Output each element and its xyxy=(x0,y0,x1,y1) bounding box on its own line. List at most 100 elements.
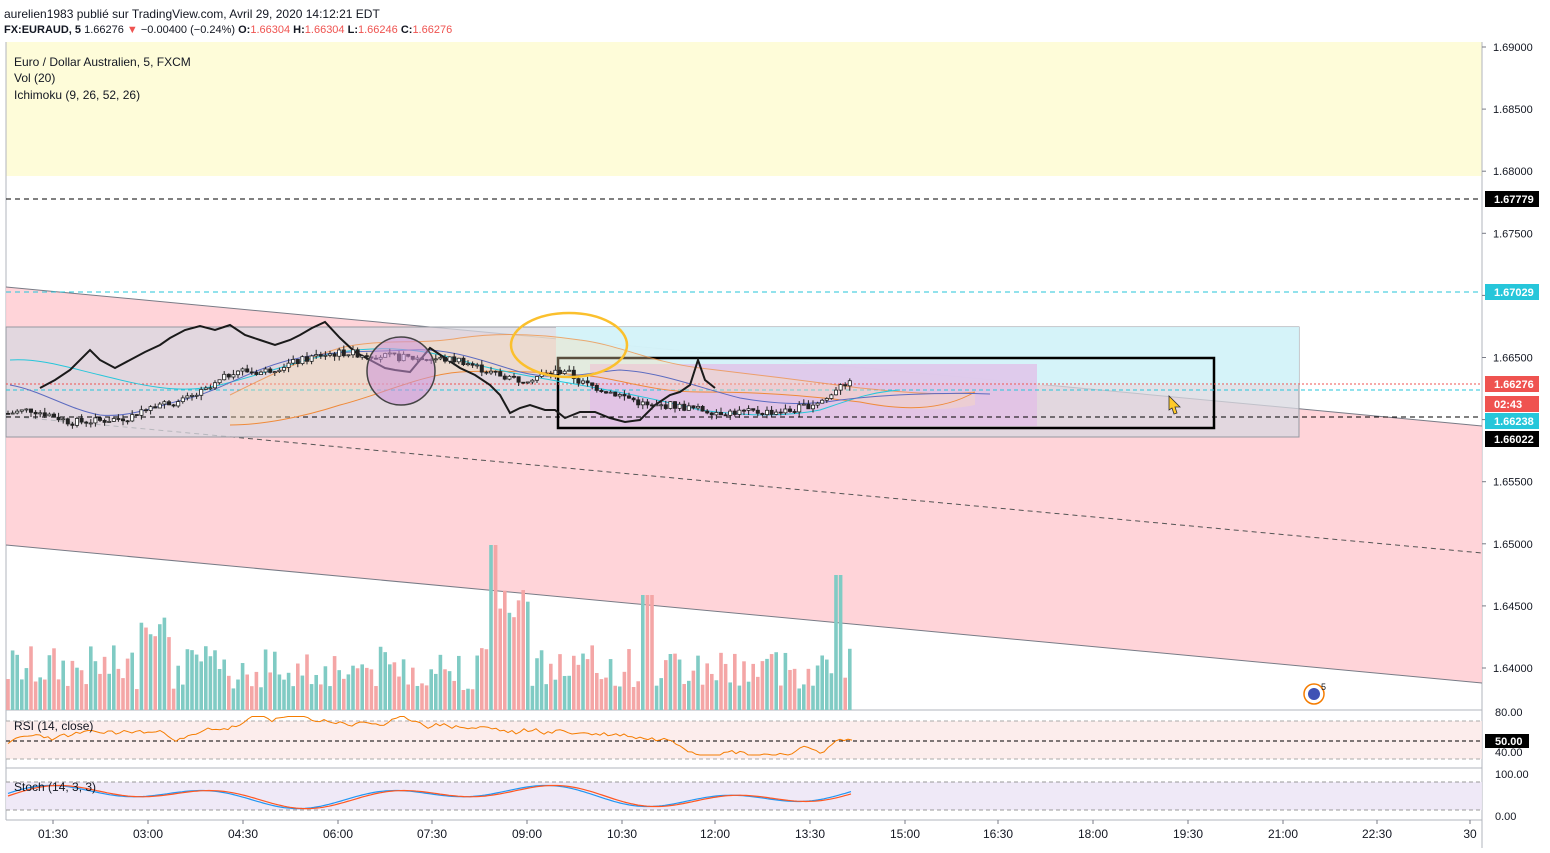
volume-bar xyxy=(705,663,709,710)
price-axis[interactable]: 1.690001.685001.680001.675001.670001.665… xyxy=(1482,42,1533,675)
price-tag: 1.67029 xyxy=(1494,287,1534,299)
time-tick: 10:30 xyxy=(607,827,637,841)
volume-bar xyxy=(102,656,107,710)
volume-bar xyxy=(438,654,443,710)
volume-bar xyxy=(121,678,125,710)
volume-bar xyxy=(171,688,176,710)
candle-body xyxy=(465,363,470,366)
candle-body xyxy=(176,401,181,407)
candle-body xyxy=(203,387,208,390)
time-axis[interactable]: 01:30 03:00 04:30 06:00 07:30 09:00 10:30 12:00… xyxy=(38,820,1477,841)
volume-bar xyxy=(613,685,617,710)
candle-body xyxy=(70,423,75,426)
volume-bar xyxy=(475,655,479,710)
candle-body xyxy=(617,394,622,397)
candle-body xyxy=(185,395,190,399)
candle-body xyxy=(659,404,664,407)
volume-bar xyxy=(797,688,801,710)
event-marker[interactable]: 5 xyxy=(1303,682,1326,705)
volume-bar xyxy=(677,659,682,710)
volume-bar xyxy=(79,670,84,710)
candle-body xyxy=(189,395,194,397)
volume-bar xyxy=(15,654,19,710)
candle-body xyxy=(341,349,346,357)
down-arrow-icon: ▼ xyxy=(126,24,138,36)
volume-bar xyxy=(38,677,42,710)
volume-bar xyxy=(792,668,797,710)
highlight-ellipse[interactable] xyxy=(509,311,629,379)
price-tick: 1.66500 xyxy=(1493,353,1533,365)
candle-body xyxy=(475,364,480,367)
candle-body xyxy=(751,408,756,411)
candle-body xyxy=(797,404,802,413)
candle-body xyxy=(452,356,457,363)
volume-bar xyxy=(535,658,539,710)
volume-bar xyxy=(756,676,760,710)
time-tick: 01:30 xyxy=(38,827,68,841)
volume-legend[interactable]: Vol (20) xyxy=(14,71,56,85)
volume-bar xyxy=(61,660,65,710)
candle-body xyxy=(728,410,733,416)
candle-body xyxy=(231,374,236,378)
stoch-tick-100: 100.00 xyxy=(1495,769,1529,781)
candle-body xyxy=(153,406,158,409)
candle-body xyxy=(778,411,783,414)
volume-bar xyxy=(558,654,562,710)
time-tick: 07:30 xyxy=(417,827,447,841)
volume-bar xyxy=(815,665,820,710)
candle-body xyxy=(134,414,139,416)
volume-bar xyxy=(530,685,535,710)
volume-bar xyxy=(43,679,47,710)
price-tag: 1.66022 xyxy=(1494,434,1534,446)
open-value: 1.66304 xyxy=(250,24,291,36)
candle-body xyxy=(668,401,673,409)
volume-bar xyxy=(268,672,272,710)
volume-bar xyxy=(213,650,217,710)
candle-body xyxy=(286,362,291,368)
volume-bar xyxy=(392,662,397,710)
volume-bar xyxy=(199,661,203,710)
volume-bar xyxy=(282,679,286,710)
volume-bar xyxy=(56,679,61,710)
candle-body xyxy=(79,418,84,423)
price-tick: 1.68500 xyxy=(1493,104,1533,116)
consolidation-box[interactable] xyxy=(556,356,1216,430)
time-tick: 12:00 xyxy=(700,827,730,841)
main-series-legend[interactable]: Euro / Dollar Australien, 5, FXCM xyxy=(14,55,191,69)
candle-body xyxy=(318,354,323,357)
volume-bar xyxy=(10,650,15,710)
ichimoku-legend[interactable]: Ichimoku (9, 26, 52, 26) xyxy=(14,88,141,102)
candle-body xyxy=(61,418,66,421)
volume-bar xyxy=(461,689,466,710)
volume-bar xyxy=(746,681,751,710)
rsi-tag: 50.00 xyxy=(1495,736,1523,748)
candle-body xyxy=(98,417,103,421)
candle-body xyxy=(824,398,829,401)
rsi-legend[interactable]: RSI (14, close) xyxy=(14,719,94,733)
candle-body xyxy=(732,410,737,415)
candle-body xyxy=(171,404,176,407)
volume-bar xyxy=(526,601,530,710)
purple-zone[interactable] xyxy=(590,364,1037,426)
volume-bar xyxy=(263,649,268,710)
low-label: L: xyxy=(347,24,358,36)
candle-body xyxy=(571,369,576,379)
candle-body xyxy=(530,379,535,383)
stoch-legend[interactable]: Stoch (14, 3, 3) xyxy=(14,780,97,794)
candle-body xyxy=(258,371,263,375)
volume-bar xyxy=(153,636,157,710)
price-tags: 1.67779 1.67029 1.66276 02:43 1.66238 1.66022 xyxy=(1485,191,1539,447)
volume-bar xyxy=(429,669,433,710)
candle-body xyxy=(143,409,148,412)
volume-bar xyxy=(374,686,378,710)
candle-body xyxy=(295,359,300,365)
highlight-circle[interactable] xyxy=(366,336,436,406)
volume-bar xyxy=(424,685,429,710)
volume-bar xyxy=(66,685,70,710)
candle-body xyxy=(6,412,11,415)
candle-body xyxy=(765,409,770,416)
candle-body xyxy=(88,422,93,425)
candle-body xyxy=(217,379,222,384)
candle-body xyxy=(843,384,848,387)
